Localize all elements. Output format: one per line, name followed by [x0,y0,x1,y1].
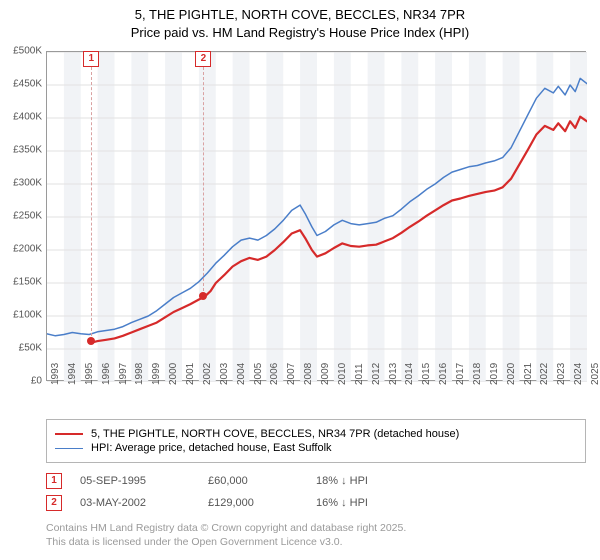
x-tick-label: 2002 [202,363,213,385]
plot-svg [47,52,587,382]
y-tick-label: £450K [0,79,42,90]
transaction-row: 1 05-SEP-1995 £60,000 18% ↓ HPI [46,473,586,489]
x-tick-label: 2022 [539,363,550,385]
x-tick-label: 1998 [134,363,145,385]
x-tick-label: 2018 [472,363,483,385]
y-tick-label: £350K [0,145,42,156]
x-tick-label: 2005 [253,363,264,385]
transaction-table: 1 05-SEP-1995 £60,000 18% ↓ HPI 2 03-MAY-2002… [46,473,586,511]
transaction-row: 2 03-MAY-2002 £129,000 16% ↓ HPI [46,495,586,511]
legend-swatch [55,433,83,435]
x-tick-label: 2017 [455,363,466,385]
x-tick-label: 2010 [337,363,348,385]
x-tick-label: 2011 [354,364,365,386]
y-tick-label: £300K [0,178,42,189]
title-line1: 5, THE PIGHTLE, NORTH COVE, BECCLES, NR3… [6,6,594,24]
transaction-price: £129,000 [208,497,298,509]
x-tick-label: 2006 [269,363,280,385]
transaction-diff: 18% ↓ HPI [316,475,426,487]
x-tick-label: 1997 [118,363,129,385]
x-tick-label: 2009 [320,363,331,385]
title-line2: Price paid vs. HM Land Registry's House … [6,24,594,42]
marker-dot [87,337,95,345]
y-tick-label: £100K [0,310,42,321]
legend-label: HPI: Average price, detached house, East… [91,442,332,454]
x-tick-label: 2007 [286,363,297,385]
transaction-date: 05-SEP-1995 [80,475,190,487]
x-tick-label: 2001 [185,363,196,385]
x-tick-label: 2000 [168,363,179,385]
x-tick-label: 1999 [151,363,162,385]
chart-area: £0£50K£100K£150K£200K£250K£300K£350K£400… [6,47,594,413]
x-tick-label: 2021 [523,363,534,385]
marker-dot [199,292,207,300]
x-tick-label: 2015 [421,363,432,385]
transaction-price: £60,000 [208,475,298,487]
marker-box: 2 [195,51,211,67]
legend-swatch [55,448,83,449]
x-tick-label: 2016 [438,363,449,385]
x-tick-label: 2014 [404,363,415,385]
chart-title: 5, THE PIGHTLE, NORTH COVE, BECCLES, NR3… [6,6,594,41]
x-tick-label: 1996 [101,363,112,385]
x-tick-label: 2025 [590,363,600,385]
marker-guideline [203,67,204,296]
legend-item: 5, THE PIGHTLE, NORTH COVE, BECCLES, NR3… [55,428,577,440]
marker-guideline [91,67,92,341]
x-tick-label: 2020 [506,363,517,385]
y-tick-label: £150K [0,277,42,288]
y-tick-label: £50K [0,343,42,354]
x-tick-label: 2008 [303,363,314,385]
y-tick-label: £400K [0,112,42,123]
y-tick-label: £500K [0,46,42,57]
transaction-diff: 16% ↓ HPI [316,497,426,509]
y-tick-label: £200K [0,244,42,255]
x-tick-label: 1993 [50,363,61,385]
x-tick-label: 2024 [573,363,584,385]
x-tick-label: 2023 [556,363,567,385]
x-tick-label: 2019 [489,363,500,385]
legend-item: HPI: Average price, detached house, East… [55,442,577,454]
y-tick-label: £250K [0,211,42,222]
transaction-marker: 1 [46,473,62,489]
transaction-marker: 2 [46,495,62,511]
marker-box: 1 [83,51,99,67]
transaction-date: 03-MAY-2002 [80,497,190,509]
attribution-line1: Contains HM Land Registry data © Crown c… [46,521,586,535]
y-tick-label: £0 [0,376,42,387]
attribution: Contains HM Land Registry data © Crown c… [46,521,586,549]
plot [46,51,586,381]
x-tick-label: 1995 [84,363,95,385]
x-tick-label: 2013 [388,363,399,385]
attribution-line2: This data is licensed under the Open Gov… [46,535,586,549]
legend-label: 5, THE PIGHTLE, NORTH COVE, BECCLES, NR3… [91,428,459,440]
x-tick-label: 2004 [236,363,247,385]
x-tick-label: 2012 [371,363,382,385]
legend: 5, THE PIGHTLE, NORTH COVE, BECCLES, NR3… [46,419,586,463]
x-tick-label: 2003 [219,363,230,385]
x-tick-label: 1994 [67,363,78,385]
